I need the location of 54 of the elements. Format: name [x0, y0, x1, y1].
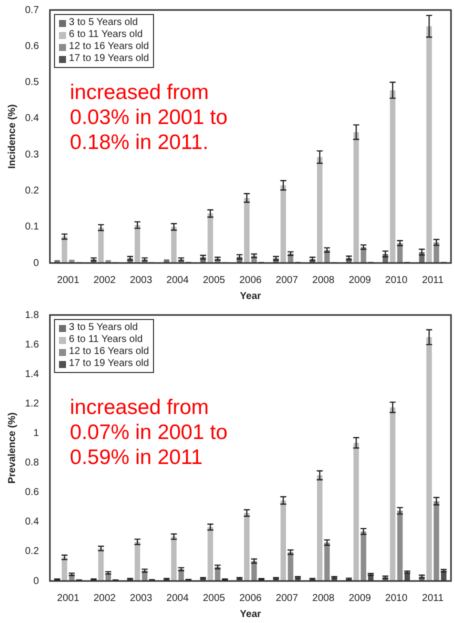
x-tick-label: 2003: [130, 592, 153, 604]
legend-label: 12 to 16 Years old: [68, 41, 149, 53]
x-tick-label: 2001: [57, 592, 80, 604]
x-tick-label: 2011: [422, 592, 444, 604]
x-tick-label: 2007: [276, 592, 298, 604]
x-tick-label: 2006: [239, 274, 262, 286]
y-tick-label: 0.7: [24, 4, 40, 16]
annotation: increased from 0.03% in 2001 to 0.18% in 2011.: [70, 80, 229, 155]
y-axis-title: Incidence (%): [6, 104, 18, 169]
y-tick-label: 1.6: [24, 339, 40, 350]
y-tick-label: 0: [33, 576, 40, 587]
y-tick-label: 0.3: [24, 149, 40, 160]
y-tick-label: 0.2: [24, 185, 40, 196]
x-tick-label: 2004: [166, 592, 190, 604]
x-tick-label: 2003: [130, 274, 153, 286]
x-axis-title: Year: [240, 290, 262, 302]
legend-label: 6 to 11 Years old: [68, 334, 143, 346]
x-tick-label: 2001: [57, 274, 80, 286]
x-tick-label: 2002: [93, 274, 116, 286]
y-tick-label: 0.5: [24, 77, 40, 88]
x-axis-title: Year: [240, 608, 262, 620]
y-tick-label: 0.2: [24, 546, 40, 558]
x-tick-label: 2008: [312, 274, 335, 286]
y-tick-label: 0: [33, 258, 40, 269]
x-tick-label: 2010: [385, 274, 408, 286]
x-tick-label: 2010: [385, 592, 408, 604]
x-tick-label: 2005: [202, 592, 226, 604]
annotation: increased from 0.07% in 2001 to 0.59% in 2011: [70, 395, 229, 470]
x-tick-label: 2002: [93, 592, 116, 604]
y-tick-label: 0.4: [24, 113, 40, 124]
x-tick-label: 2007: [276, 274, 298, 286]
x-tick-label: 2009: [348, 592, 372, 604]
y-axis-title: Prevalence (%): [6, 412, 18, 484]
x-tick-label: 2004: [166, 274, 190, 286]
y-tick-label: 0.4: [24, 516, 40, 528]
x-tick-label: 2011: [422, 274, 444, 286]
y-tick-label: 0.8: [24, 458, 40, 469]
x-tick-label: 2008: [312, 592, 335, 604]
y-tick-label: 0.6: [24, 40, 40, 52]
legend-label: 3 to 5 Years old: [68, 322, 138, 334]
y-tick-label: 1.2: [24, 398, 40, 410]
x-tick-label: 2006: [239, 592, 262, 604]
legend-label: 3 to 5 Years old: [68, 17, 138, 29]
legend-label: 17 to 19 Years old: [68, 53, 149, 65]
legend-label: 12 to 16 Years old: [68, 346, 149, 358]
legend-label: 17 to 19 Years old: [68, 358, 149, 370]
x-tick-label: 2009: [348, 274, 372, 286]
y-tick-label: 1.4: [24, 368, 40, 380]
legend-label: 6 to 11 Years old: [68, 29, 143, 41]
x-tick-label: 2005: [202, 274, 226, 286]
y-tick-label: 0.6: [24, 487, 40, 498]
y-tick-label: 1: [33, 428, 40, 439]
y-tick-label: 0.1: [24, 222, 40, 233]
y-tick-label: 1.8: [24, 310, 40, 321]
